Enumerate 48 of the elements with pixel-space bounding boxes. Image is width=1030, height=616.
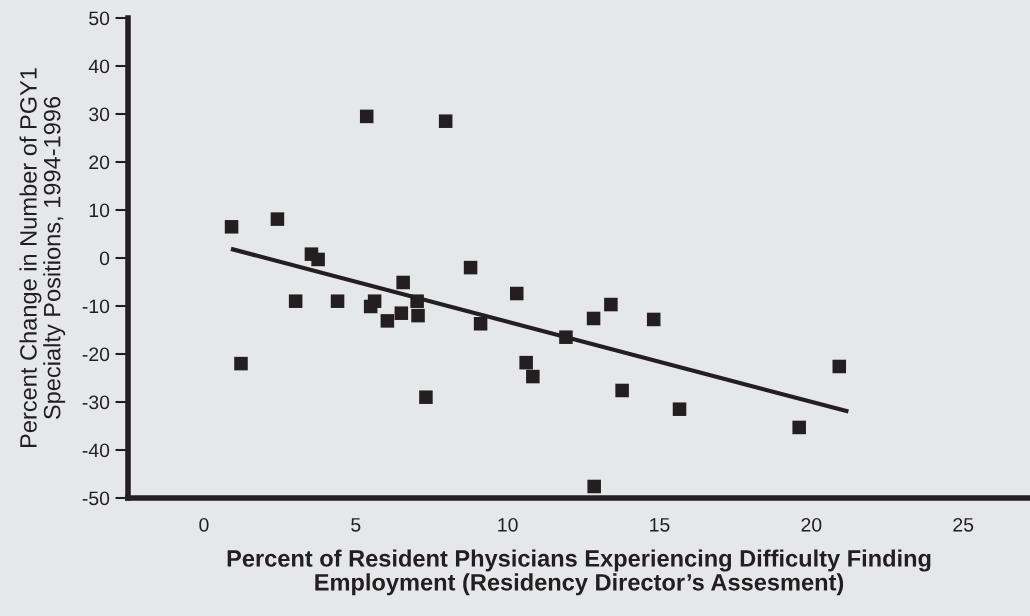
y-tick-label: 20 xyxy=(89,155,110,170)
y-axis-title: Percent Change in Number of PGY1 Specialty Positions, 1994-1996 xyxy=(19,68,66,448)
y-tick-label: -40 xyxy=(82,443,110,458)
point xyxy=(394,306,409,320)
point xyxy=(411,308,425,323)
point xyxy=(615,383,629,398)
point xyxy=(234,356,248,371)
x-tick-label: 25 xyxy=(953,517,974,532)
x-axis-title: Percent of Resident Physicians Experiencing Difficulty Finding Employment (Residency Director’s Assesment) xyxy=(227,549,931,596)
point xyxy=(672,402,687,416)
x-tick-label: 10 xyxy=(498,517,518,532)
point xyxy=(463,260,478,275)
point xyxy=(473,316,488,331)
y-tick-label: 0 xyxy=(99,251,110,266)
point xyxy=(438,114,453,128)
point xyxy=(586,311,601,326)
point xyxy=(410,294,424,308)
point xyxy=(587,479,601,494)
y-tick-label: 30 xyxy=(89,107,110,122)
point xyxy=(224,220,239,234)
point xyxy=(559,330,573,344)
point xyxy=(792,420,806,435)
point xyxy=(509,286,524,301)
point xyxy=(270,212,285,226)
point xyxy=(646,312,661,327)
y-tick-label: -50 xyxy=(82,491,110,506)
point xyxy=(396,275,410,290)
y-tick-label: -30 xyxy=(82,395,110,410)
x-tick-label: 5 xyxy=(351,518,361,532)
point xyxy=(367,294,382,308)
y-tick-label: -10 xyxy=(82,299,110,314)
x-tick-label: 0 xyxy=(199,517,209,532)
y-tick-label: 10 xyxy=(89,203,110,218)
y-tick-label: -20 xyxy=(82,347,110,362)
x-tick-label: 15 xyxy=(650,518,670,532)
point xyxy=(419,390,433,404)
point xyxy=(359,109,374,124)
point xyxy=(604,297,618,312)
y-tick-label: 50 xyxy=(89,11,110,26)
point xyxy=(311,252,325,267)
point xyxy=(526,369,540,384)
x-tick-label: 20 xyxy=(801,517,822,532)
point xyxy=(330,294,345,308)
point xyxy=(380,314,395,328)
y-tick-label: 40 xyxy=(88,59,110,74)
point xyxy=(519,355,533,370)
point xyxy=(288,294,303,308)
point xyxy=(832,359,847,374)
